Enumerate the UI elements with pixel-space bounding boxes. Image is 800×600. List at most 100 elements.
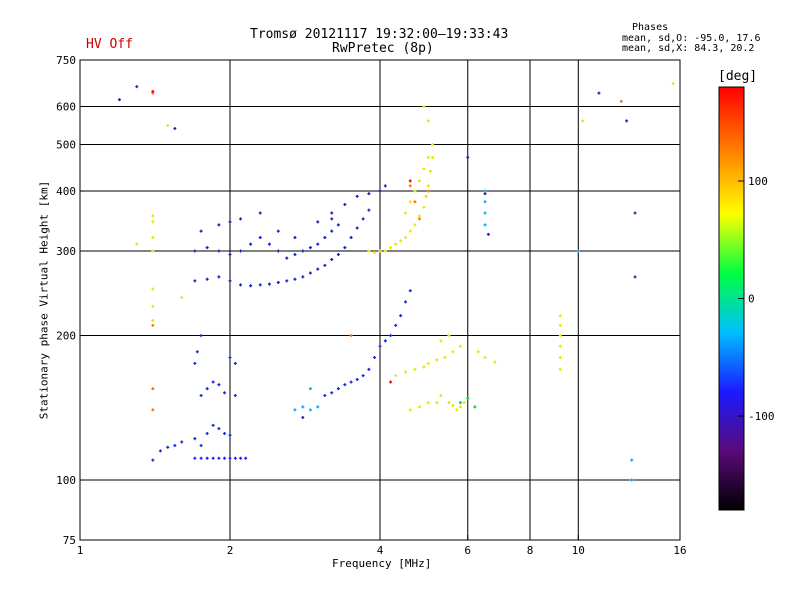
data-point [166,123,170,127]
data-point [293,408,297,412]
data-point [217,223,221,227]
data-point [389,334,393,338]
data-point [308,408,312,412]
data-point [458,401,462,405]
data-point [285,256,289,260]
data-point [228,456,232,460]
data-point [199,456,203,460]
data-point [233,456,237,460]
data-point [258,236,262,240]
data-point [367,208,371,212]
data-point [217,427,221,431]
y-tick-label: 750 [56,54,76,67]
x-tick-label: 4 [377,544,384,557]
data-point [476,350,480,354]
x-tick-label: 2 [227,544,234,557]
data-point [330,391,334,395]
colorbar-ticks: 100 0 -100 [718,86,775,511]
data-point [483,192,487,196]
data-point [330,258,334,262]
data-point [343,383,347,387]
y-tick-label: 600 [56,101,76,114]
data-point [239,283,243,287]
data-point [422,205,426,209]
data-point [378,344,382,348]
data-point [239,217,243,221]
data-point [439,339,443,343]
status-label: HV Off [86,37,133,52]
data-point [408,184,412,188]
data-point [361,374,365,378]
data-point [217,275,221,279]
x-tick-label: 6 [464,544,471,557]
data-point [151,458,155,462]
data-point [426,155,430,159]
data-point [633,275,637,279]
data-point [301,405,305,409]
data-point [151,287,155,291]
data-point [301,249,305,253]
data-point [205,387,209,391]
y-tick-label: 200 [56,330,76,343]
data-point [258,211,262,215]
data-point [211,456,215,460]
data-point [249,284,253,288]
data-point [455,408,459,412]
data-point [223,456,227,460]
data-point [413,189,417,193]
data-point [483,223,487,227]
data-point [330,211,334,215]
y-tick-label: 100 [56,474,76,487]
data-point [451,350,455,354]
data-point [301,275,305,279]
data-point [258,283,262,287]
phase-stats-o: mean, sd,O: -95.0, 17.6 [622,33,761,44]
data-point [293,253,297,257]
data-point [486,232,490,236]
data-point [378,249,382,253]
data-point [426,119,430,123]
data-point [576,249,580,253]
data-point [151,304,155,308]
data-point [217,456,221,460]
data-point [399,239,403,243]
data-point [205,432,209,436]
data-point [267,242,271,246]
data-point [193,437,197,441]
x-tick-label: 16 [673,544,686,557]
data-point [211,380,215,384]
data-point [293,236,297,240]
data-point [205,277,209,281]
data-point [211,423,215,427]
data-point [373,250,377,254]
data-point [426,189,430,193]
data-point [558,334,562,338]
data-point [193,279,197,283]
data-point [355,194,359,198]
data-point [558,355,562,359]
data-point [483,211,487,215]
data-point [336,223,340,227]
y-tick-label: 500 [56,139,76,152]
colorbar-label: [deg] [718,69,758,84]
data-point [228,253,232,257]
data-point [336,387,340,391]
data-point [151,236,155,240]
data-point [408,229,412,233]
data-point [403,370,407,374]
data-point [180,296,184,300]
data-point [117,98,121,102]
data-point [428,169,432,173]
chart-subtitle: RwPretec (8p) [332,41,434,56]
colorbar-tick-label: 0 [748,293,755,306]
colorbar-tick-label: -100 [748,410,775,423]
data-point [373,355,377,359]
data-point [285,279,289,283]
data-point [408,408,412,412]
data-point [483,200,487,204]
data-point [151,318,155,322]
data-point [316,220,320,224]
data-point [293,277,297,281]
phase-stats-x: mean, sd,X: 84.3, 20.2 [622,43,755,54]
